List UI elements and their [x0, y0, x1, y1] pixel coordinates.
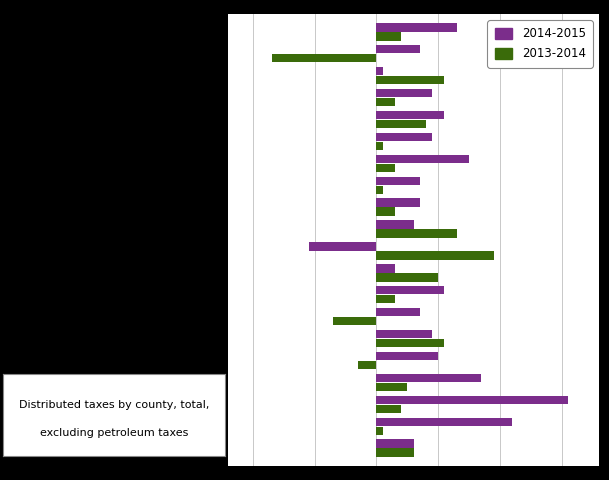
Bar	[376, 352, 438, 360]
Bar	[376, 32, 401, 41]
Bar	[376, 186, 382, 194]
Bar	[376, 45, 420, 53]
Bar	[376, 220, 414, 229]
Bar	[376, 273, 438, 281]
Bar	[309, 242, 376, 251]
Bar	[376, 330, 432, 338]
Bar	[376, 133, 432, 141]
Bar	[376, 339, 445, 347]
Bar	[376, 67, 382, 75]
Text: Distributed taxes by county, total,: Distributed taxes by county, total,	[19, 400, 209, 410]
Bar	[376, 23, 457, 32]
Bar	[376, 229, 457, 238]
Bar	[272, 54, 376, 62]
Bar	[376, 142, 382, 150]
Bar	[376, 448, 414, 457]
Bar	[376, 89, 432, 97]
Bar	[376, 264, 395, 273]
Bar	[376, 286, 445, 294]
Bar	[376, 111, 445, 119]
Bar	[376, 155, 469, 163]
Bar	[376, 164, 395, 172]
Bar	[376, 207, 395, 216]
Bar	[333, 317, 376, 325]
Bar	[376, 439, 414, 448]
Legend: 2014-2015, 2013-2014: 2014-2015, 2013-2014	[487, 20, 593, 68]
Bar	[376, 120, 426, 128]
Bar	[376, 427, 382, 435]
Bar	[376, 295, 395, 303]
Bar	[376, 396, 568, 404]
Bar	[376, 199, 420, 207]
Bar	[358, 361, 376, 369]
Bar	[376, 405, 401, 413]
Bar	[376, 374, 481, 382]
Text: excluding petroleum taxes: excluding petroleum taxes	[40, 428, 188, 438]
Bar	[376, 252, 494, 260]
Bar	[376, 177, 420, 185]
Bar	[376, 308, 420, 316]
Bar	[376, 383, 407, 391]
Bar	[376, 98, 395, 106]
Bar	[376, 76, 445, 84]
Bar	[376, 418, 512, 426]
